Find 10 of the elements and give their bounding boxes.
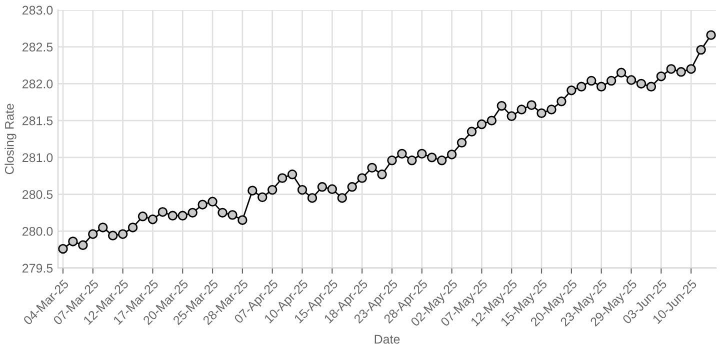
y-tick-label: 281.0 <box>22 153 53 162</box>
y-axis-title: Closing Rate <box>4 104 16 174</box>
y-tick-label: 282.5 <box>22 42 53 52</box>
y-tick-label: 279.5 <box>22 264 53 273</box>
y-tick-label: 281.5 <box>22 116 53 126</box>
y-tick-label: 282.0 <box>22 80 53 88</box>
y-tick-label: 280.5 <box>22 190 53 199</box>
x-axis-title: Date <box>374 334 400 344</box>
y-tick-label: 280.0 <box>22 226 53 236</box>
y-tick-label: 283.0 <box>22 6 53 15</box>
